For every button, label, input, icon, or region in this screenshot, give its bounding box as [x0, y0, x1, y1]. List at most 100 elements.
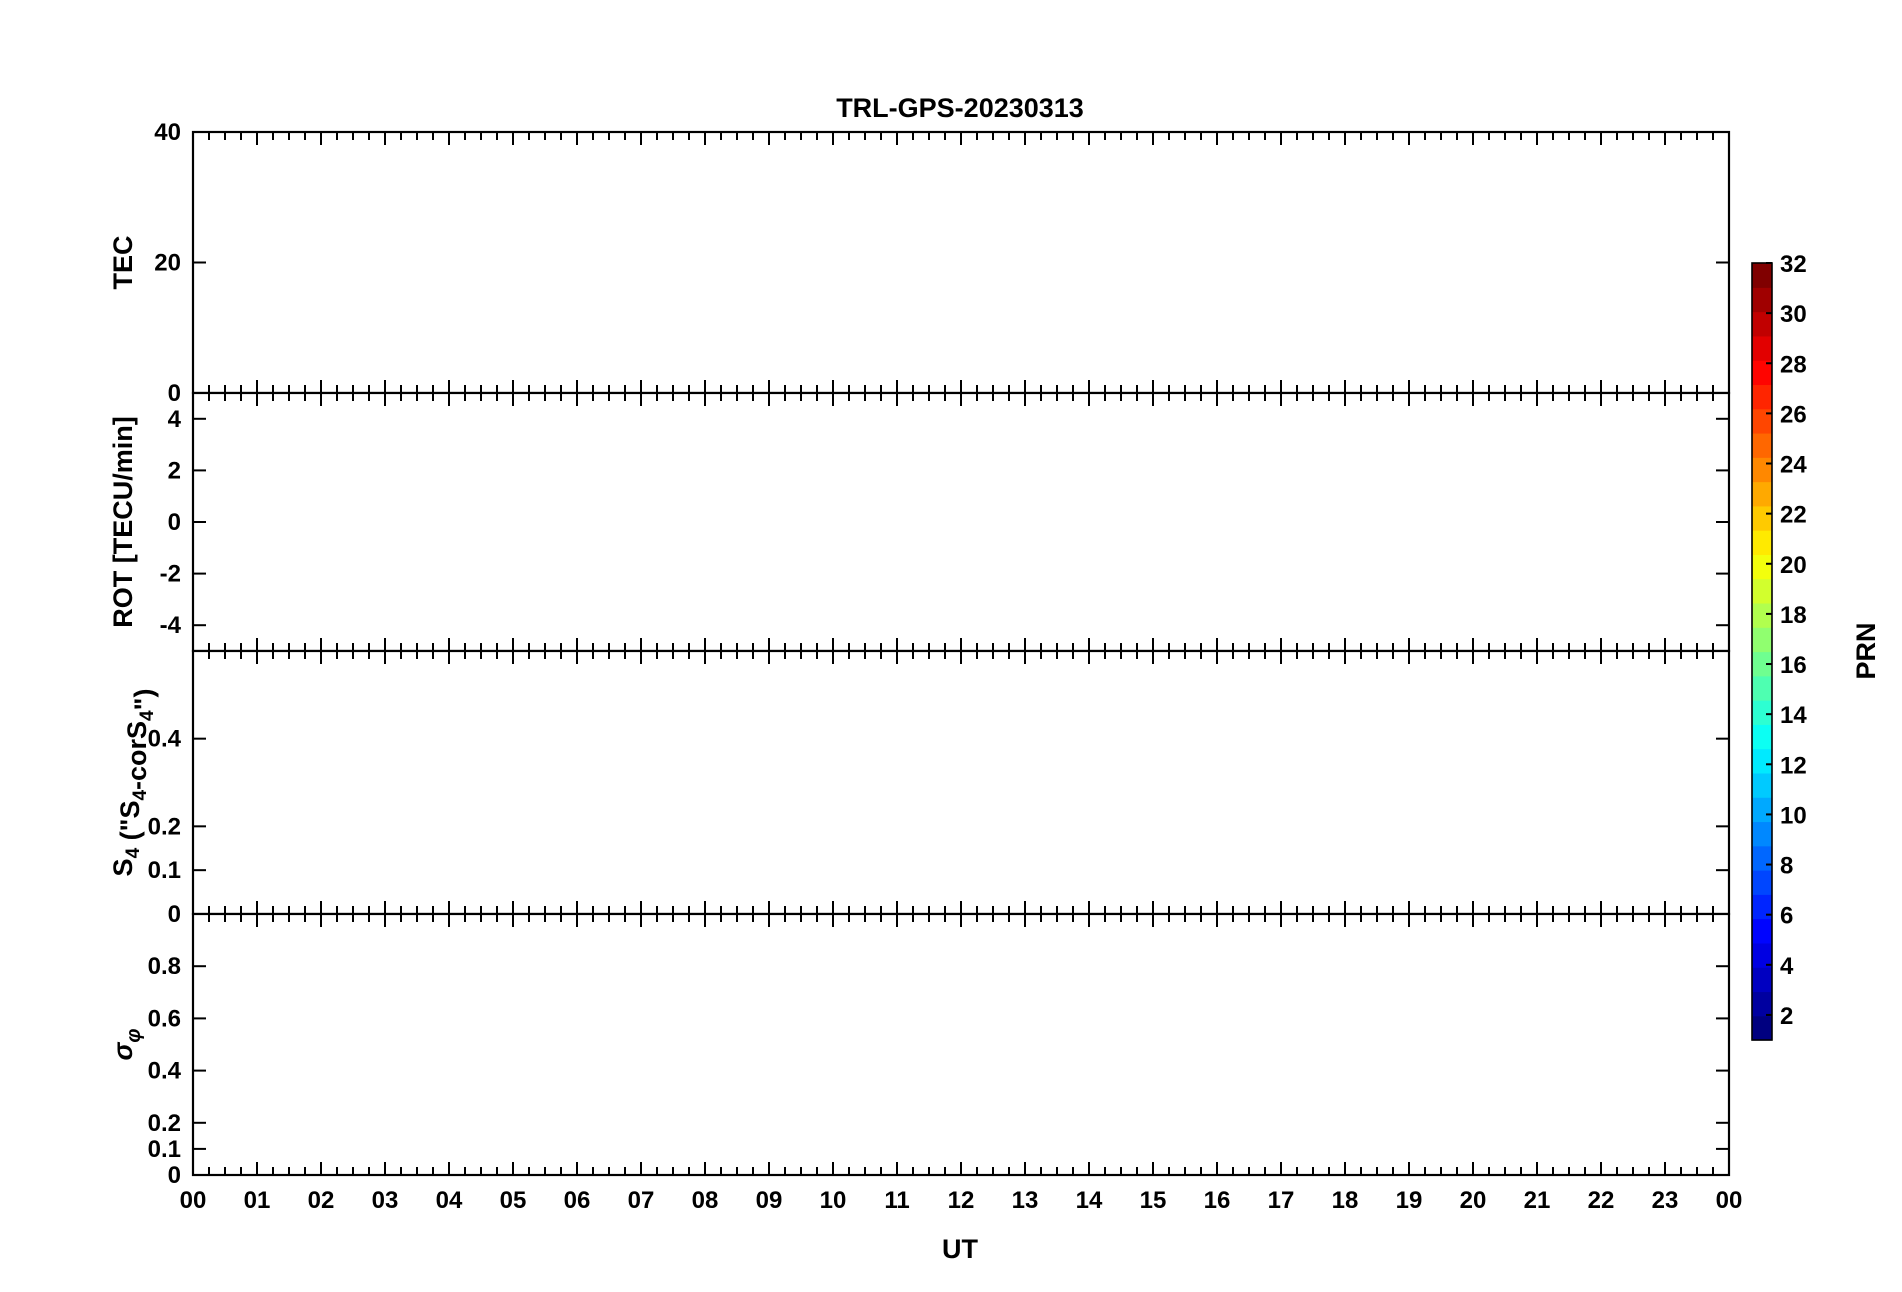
x-tick-label: 09	[756, 1187, 783, 1214]
x-tick-label: 05	[500, 1187, 527, 1214]
colorbar-label: PRN	[1851, 622, 1881, 679]
colorbar-segment	[1752, 991, 1772, 1017]
colorbar-segment	[1752, 942, 1772, 968]
colorbar-tick-label: 26	[1780, 401, 1807, 428]
colorbar-segment	[1752, 481, 1772, 507]
axes-frame	[191, 912, 1731, 1177]
x-tick-label: 07	[628, 1187, 655, 1214]
y-tick-label: -4	[160, 612, 182, 639]
colorbar-segment	[1752, 311, 1772, 337]
colorbar-tick-label: 14	[1780, 702, 1807, 729]
x-tick-label: 18	[1332, 1187, 1359, 1214]
colorbar-segment	[1752, 627, 1772, 653]
y-tick-label: 0	[168, 380, 181, 407]
colorbar-segment	[1752, 408, 1772, 434]
colorbar-segment	[1752, 845, 1772, 871]
y-tick-label: 0	[168, 1162, 181, 1189]
y-tick-label: 0	[168, 901, 181, 928]
y-tick-label: 20	[154, 250, 181, 277]
y-tick-label: -2	[160, 561, 181, 588]
colorbar-segment	[1752, 675, 1772, 701]
axes-frame	[191, 649, 1731, 916]
x-tick-label: 21	[1524, 1187, 1551, 1214]
colorbar-segment	[1752, 797, 1772, 823]
y-tick-label: 0.1	[148, 857, 181, 884]
y-tick-label: 40	[154, 119, 181, 146]
colorbar-segment	[1752, 602, 1772, 628]
y-axis-label-sigma: σφ	[108, 1029, 145, 1061]
colorbar-tick-label: 10	[1780, 802, 1807, 829]
colorbar-tick-label: 24	[1780, 452, 1807, 479]
colorbar-tick-label: 4	[1780, 953, 1794, 980]
x-tick-label: 02	[308, 1187, 335, 1214]
colorbar-segment	[1752, 700, 1772, 725]
colorbar-tick-label: 2	[1780, 1003, 1793, 1030]
x-tick-label: 08	[692, 1187, 719, 1214]
colorbar-segment	[1752, 505, 1772, 531]
y-tick-label: 0	[168, 509, 181, 536]
colorbar-segment	[1752, 335, 1772, 361]
y-axis-label-tec: TEC	[108, 236, 138, 290]
colorbar-segment	[1752, 651, 1772, 677]
colorbar-segment	[1752, 894, 1772, 920]
colorbar-tick-label: 8	[1780, 853, 1793, 880]
colorbar-segment	[1752, 724, 1772, 750]
x-tick-label: 20	[1460, 1187, 1487, 1214]
x-tick-label: 22	[1588, 1187, 1615, 1214]
ticks: -4 -2 0 2 4	[160, 393, 1730, 651]
colorbar-segment	[1752, 530, 1772, 555]
x-tick-label: 06	[564, 1187, 591, 1214]
colorbar-tick-label: 32	[1780, 251, 1807, 278]
axes-frame	[191, 130, 1731, 395]
ticks: 0 20 40	[154, 119, 1730, 407]
colorbar-segment	[1752, 870, 1772, 895]
colorbar-segment	[1752, 457, 1772, 483]
x-tick-label: 10	[820, 1187, 847, 1214]
x-tick-label: 17	[1268, 1187, 1295, 1214]
colorbar-tick-label: 6	[1780, 903, 1793, 930]
x-tick-label: 03	[372, 1187, 399, 1214]
colorbar-tick-label: 12	[1780, 752, 1807, 779]
y-axis-label-rot: ROT [TECU/min]	[108, 416, 138, 627]
x-tick-label: 16	[1204, 1187, 1231, 1214]
x-axis-label: UT	[942, 1234, 978, 1264]
colorbar-tick-label: 20	[1780, 552, 1807, 579]
ticks: 00.10.2 0.4 0.6 0.8	[148, 914, 1730, 1189]
y-tick-label: 4	[168, 406, 182, 433]
y-tick-label: 0.1	[148, 1136, 181, 1163]
colorbar-segment	[1752, 967, 1772, 993]
x-tick-label: 11	[884, 1187, 909, 1214]
y-axis-label-s4: S4 ("S4-corS4")	[108, 689, 159, 877]
y-tick-label: 0.4	[148, 726, 182, 753]
colorbar-segment	[1752, 772, 1772, 798]
colorbar-tick-label: 16	[1780, 652, 1807, 679]
panel-rot: -4 -2 0 2 4 ROT [TECU/min]	[108, 391, 1731, 653]
y-tick-label: 0.2	[148, 813, 181, 840]
colorbar-segment	[1752, 287, 1772, 313]
x-tick-label: 12	[948, 1187, 975, 1214]
colorbar-frame	[1751, 262, 1773, 1041]
panel-s4: 0 0.1 0.2 0.4S4 ("S4-corS4")	[108, 649, 1731, 928]
axes-frame	[191, 391, 1731, 653]
x-tick-label: 00	[1716, 1187, 1743, 1214]
y-tick-label: 0.4	[148, 1058, 182, 1085]
y-tick-label: 0.2	[148, 1110, 181, 1137]
y-tick-label: 2	[168, 457, 181, 484]
x-tick-label: 19	[1396, 1187, 1423, 1214]
colorbar-tick-label: 22	[1780, 502, 1807, 529]
colorbar-segment	[1752, 384, 1772, 410]
colorbar-segment	[1752, 263, 1772, 288]
x-tick-label: 14	[1076, 1187, 1103, 1214]
panel-tec: 0 20 40 TEC	[108, 119, 1731, 407]
chart-title: TRL-GPS-20230313	[836, 93, 1084, 123]
y-tick-label: 0.6	[148, 1005, 181, 1032]
colorbar-tick-label: 28	[1780, 351, 1807, 378]
x-tick-label: 04	[436, 1187, 463, 1214]
x-tick-label: 23	[1652, 1187, 1679, 1214]
x-tick-labels: 00 01 02 03 04 05 06 07 08 09 10 11 12 13 14 15 16 17 18 19…	[180, 1187, 1743, 1214]
x-tick-label: 13	[1012, 1187, 1039, 1214]
colorbar-segment	[1752, 748, 1772, 774]
colorbar-tick-label: 18	[1780, 602, 1807, 629]
